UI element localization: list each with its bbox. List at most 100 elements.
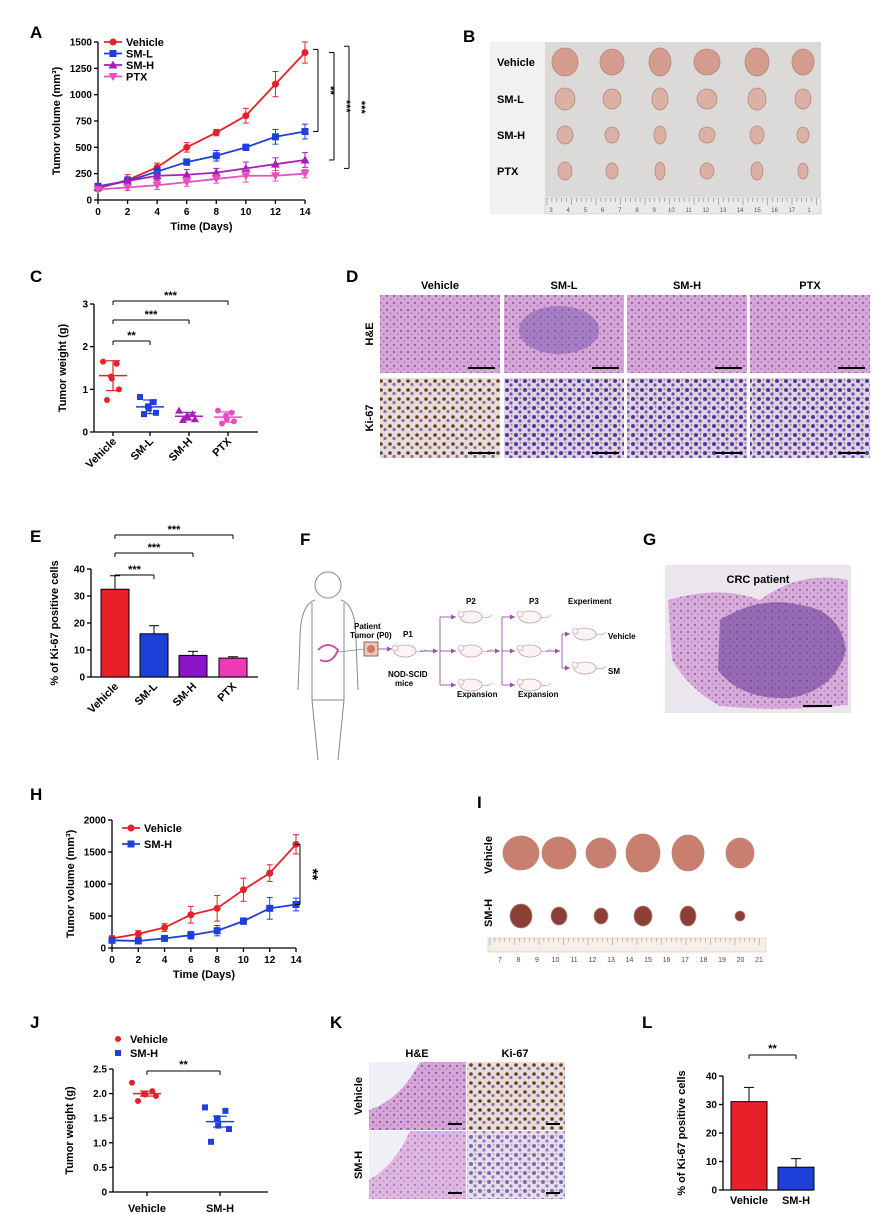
ki67-image (627, 378, 747, 458)
y-tick-label: 1250 (70, 64, 93, 75)
data-point (211, 175, 221, 184)
data-point (108, 936, 116, 944)
ruler-number: 6 (601, 208, 605, 214)
chart-c-tumor-weight: 0 1 2 3 Tumor weight (g) Vehicle SM-L SM-H PTX **… (57, 290, 258, 471)
legend-marker (127, 824, 135, 832)
group-ptx (214, 407, 242, 427)
data-point (153, 409, 159, 416)
tumor-specimen (625, 833, 661, 873)
significance-label: *** (148, 542, 162, 554)
label-patient: Patient (354, 622, 381, 631)
ruler-number: 8 (517, 957, 521, 964)
he-image (627, 295, 747, 373)
y-tick-label: 2000 (84, 816, 107, 827)
data-point (215, 1122, 222, 1129)
significance-label: ** (304, 869, 321, 881)
ruler-number: 17 (681, 957, 689, 964)
y-axis-label: Tumor weight (g) (64, 1086, 76, 1175)
mouse-tail (540, 648, 552, 653)
series-line (111, 843, 297, 940)
tumor-piece (367, 645, 375, 653)
mouse-head (571, 627, 579, 635)
ruler-number: 16 (663, 957, 671, 964)
panel-letter-b: B (463, 27, 475, 46)
y-tick-label: 500 (75, 143, 92, 154)
mouse-head (457, 678, 465, 686)
y-tick-label: 0 (101, 1188, 107, 1199)
data-point (183, 143, 191, 151)
x-tick-label: 2 (136, 955, 142, 966)
ruler-number: 9 (653, 208, 657, 214)
data-point (270, 172, 280, 181)
panel-letter-k: K (330, 1013, 343, 1032)
row-label-sm-h: SM-H (497, 130, 525, 142)
arrow-head (451, 614, 456, 620)
x-axis-label: Time (Days) (170, 221, 232, 233)
ruler-number: 12 (589, 957, 597, 964)
column-label-vehicle: Vehicle (421, 280, 459, 292)
legend-marker (115, 1036, 121, 1042)
tumor-specimen (651, 87, 669, 111)
data-point (108, 375, 115, 382)
arrow-head (555, 648, 560, 654)
bar-vehicle (730, 1101, 768, 1191)
data-point (123, 183, 133, 192)
y-tick-label: 10 (74, 646, 86, 657)
y-tick-label: 0.5 (93, 1163, 107, 1174)
x-axis-label: Time (Days) (173, 969, 235, 981)
chart-h-tumor-volume: 0 500 1000 1500 2000 0 2 4 6 8 10 12 14 Time (Days) Tu… (65, 816, 321, 982)
mouse-tail (540, 682, 552, 687)
he-dense-region (519, 306, 599, 354)
ki67-image-vehicle (467, 1062, 565, 1130)
column-label-sm-h: SM-H (673, 280, 701, 292)
row-label: H&E (364, 322, 376, 345)
mouse-head (457, 610, 465, 618)
panel-letter-i: I (477, 793, 482, 812)
significance-label: *** (164, 290, 178, 302)
data-point (187, 931, 195, 939)
ruler-number: 11 (570, 957, 577, 964)
tumor-specimen (551, 47, 579, 77)
y-tick-label: 0 (100, 944, 106, 955)
series-vehicle (108, 834, 300, 942)
data-point (182, 178, 192, 187)
tumor-specimen (699, 162, 715, 180)
tumor-specimen (698, 126, 716, 144)
label-p2: P2 (466, 597, 476, 606)
data-point (135, 1097, 141, 1104)
data-point (300, 170, 310, 179)
tumor-specimen (796, 126, 810, 144)
tumor-specimen (797, 162, 809, 180)
y-tick-label: 1.5 (93, 1114, 107, 1125)
data-point (187, 911, 195, 919)
series-line (97, 172, 306, 191)
data-point (270, 159, 280, 168)
legend-label: SM-H (130, 1048, 158, 1060)
category-label: SM-L (133, 680, 161, 708)
ruler-number: 9 (535, 957, 539, 964)
mouse-head (516, 610, 524, 618)
ruler-number: 19 (718, 957, 726, 964)
legend-marker (109, 50, 117, 57)
y-tick-label: 2.0 (93, 1089, 107, 1100)
ki67-image (380, 378, 500, 458)
x-tick-label: 0 (95, 207, 101, 218)
arrow-head (451, 682, 456, 688)
tumor-specimen (599, 48, 625, 76)
data-point (242, 112, 250, 120)
data-point (93, 185, 103, 194)
y-tick-label: 1000 (70, 90, 93, 101)
x-tick-label: 8 (214, 955, 220, 966)
legend-label: Vehicle (130, 1034, 168, 1046)
data-point (183, 158, 191, 166)
data-point (183, 413, 192, 421)
panel-k-histology: H&E Ki-67 Vehicle SM-H (353, 1048, 565, 1199)
ruler-number: 7 (498, 957, 502, 964)
y-tick-label: 1 (82, 385, 88, 396)
row-label: Vehicle (353, 1077, 365, 1115)
patient-head (314, 571, 342, 599)
data-point (182, 170, 192, 179)
ruler-number: 21 (755, 957, 763, 964)
data-point (137, 394, 143, 401)
